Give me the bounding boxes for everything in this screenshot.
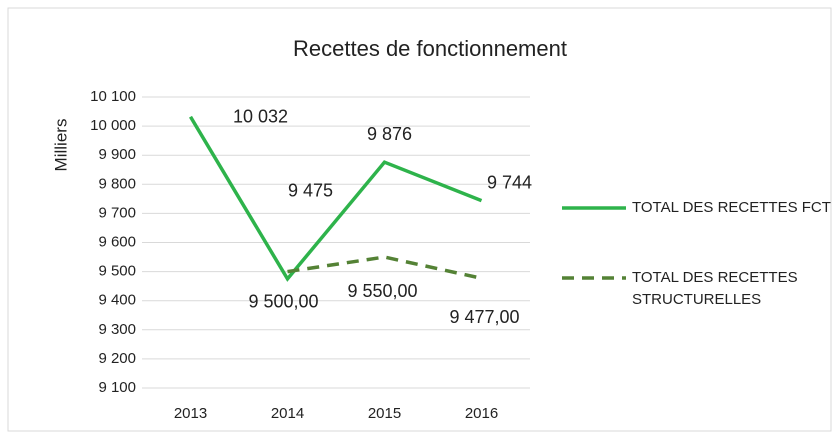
chart-title: Recettes de fonctionnement xyxy=(293,36,567,61)
y-tick-label: 9 500 xyxy=(98,263,136,280)
y-tick-label: 9 600 xyxy=(98,233,136,250)
data-label: 9 876 xyxy=(367,124,412,144)
series-line xyxy=(188,115,483,282)
y-tick-label: 9 900 xyxy=(98,146,136,163)
y-tick-label: 9 800 xyxy=(98,175,136,192)
data-label: 9 500,00 xyxy=(248,291,318,311)
y-axis-label: Milliers xyxy=(51,119,70,172)
x-tick-label: 2016 xyxy=(465,405,498,422)
data-label: 9 550,00 xyxy=(347,281,417,301)
y-tick-label: 9 300 xyxy=(98,321,136,338)
y-tick-label: 9 700 xyxy=(98,204,136,221)
y-tick-label: 9 400 xyxy=(98,292,136,309)
x-tick-label: 2015 xyxy=(368,405,401,422)
data-label: 9 477,00 xyxy=(449,307,519,327)
y-tick-label: 10 000 xyxy=(90,117,136,134)
series-line xyxy=(287,255,482,281)
chart-border xyxy=(7,7,832,432)
y-tick-label: 10 100 xyxy=(90,88,136,105)
x-tick-label: 2013 xyxy=(174,405,207,422)
data-label: 9 475 xyxy=(288,181,333,201)
data-label: 9 744 xyxy=(487,172,532,192)
y-tick-label: 9 200 xyxy=(98,350,136,367)
x-tick-label: 2014 xyxy=(271,405,304,422)
legend-label: TOTAL DES RECETTES FCT xyxy=(632,199,831,216)
y-tick-label: 9 100 xyxy=(98,379,136,396)
data-label: 10 032 xyxy=(233,107,288,127)
legend-label: TOTAL DES RECETTES STRUCTURELLES xyxy=(632,269,798,308)
